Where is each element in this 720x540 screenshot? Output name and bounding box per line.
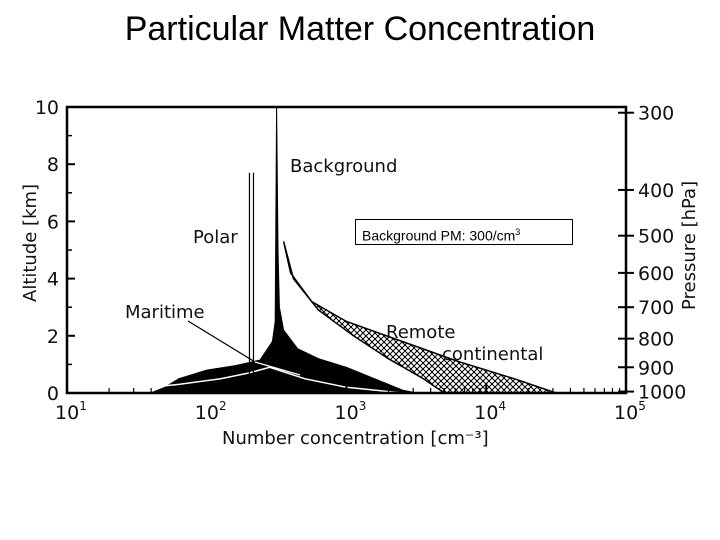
- x-tick-label: 103: [335, 399, 367, 424]
- series-background: [150, 106, 417, 394]
- series-maritime: [108, 366, 403, 394]
- pressure-tick-label: 700: [638, 297, 674, 319]
- pressure-tick-label: 500: [638, 226, 674, 248]
- pressure-tick-label: 400: [638, 180, 674, 202]
- pressure-tick-label: 1000: [638, 382, 686, 404]
- x-tick-exponent: 2: [219, 399, 227, 413]
- annotation-maritime: Maritime: [125, 302, 205, 323]
- annotation-remote: Remote: [386, 322, 455, 343]
- y-tick-label: 8: [47, 154, 59, 176]
- annotation-background: Background: [290, 156, 397, 177]
- background-pm-callout: Background PM: 300/cm3: [355, 219, 573, 245]
- y-axis-right-label: Pressure [hPa]: [679, 181, 700, 310]
- x-tick-label: 102: [195, 399, 227, 424]
- callout-superscript: 3: [515, 227, 521, 237]
- maritime-leader-line-inner: [254, 361, 301, 376]
- x-tick-label: 101: [55, 399, 87, 424]
- y-tick-label: 4: [47, 269, 59, 291]
- y-tick-label: 6: [47, 211, 59, 233]
- y-tick-label: 10: [35, 97, 59, 119]
- x-axis-label: Number concentration [cm⁻³]: [222, 428, 489, 449]
- page-title: Particular Matter Concentration: [124, 10, 596, 48]
- annotation-polar: Polar: [193, 227, 238, 248]
- chart: 0 2 4 6 8 10 300 400 500 600 700 800 900 1000 101 102 10…: [20, 97, 700, 449]
- y-tick-label: 0: [47, 383, 59, 405]
- y-axis-label: Altitude [km]: [20, 184, 41, 302]
- callout-text: Background PM: 300/cm: [362, 227, 516, 244]
- pressure-tick-label: 900: [638, 357, 674, 379]
- x-tick-exponent: 3: [359, 399, 367, 413]
- pressure-tick-label: 600: [638, 263, 674, 285]
- x-tick-exponent: 5: [638, 399, 646, 413]
- pressure-tick-label: 300: [638, 103, 674, 125]
- y-tick-label: 2: [47, 326, 59, 348]
- annotation-continental: continental: [442, 344, 543, 365]
- x-tick-exponent: 1: [79, 399, 87, 413]
- maritime-leader-line: [187, 320, 256, 363]
- x-tick-label: 105: [614, 399, 646, 424]
- pressure-tick-label: 800: [638, 329, 674, 351]
- x-tick-exponent: 4: [498, 399, 506, 413]
- x-tick-label: 104: [474, 399, 506, 424]
